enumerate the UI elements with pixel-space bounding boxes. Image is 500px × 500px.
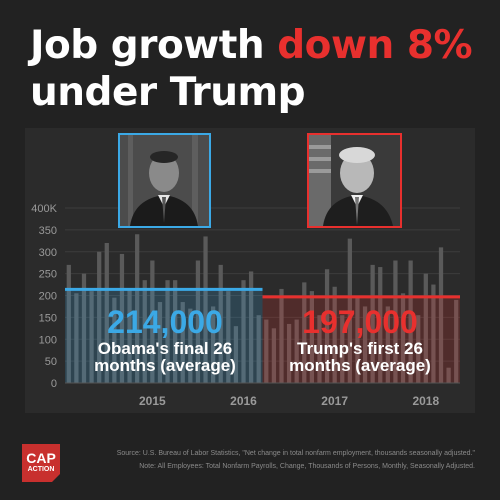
y-tick-label: 150 (39, 312, 57, 324)
portrait-photo-icon (309, 135, 400, 226)
bar (218, 264, 223, 383)
bar (89, 291, 94, 383)
bar (317, 315, 322, 383)
bar (370, 264, 375, 383)
logo-line2: ACTION (27, 466, 55, 473)
trump-portrait (307, 133, 402, 228)
obama-portrait (118, 133, 211, 228)
bar (400, 293, 406, 383)
y-tick-label: 0 (51, 378, 57, 390)
y-tick-label: 50 (45, 356, 57, 368)
x-tick-label: 2015 (139, 394, 166, 408)
cap-action-logo: CAP ACTION (22, 444, 60, 482)
bar (309, 291, 315, 383)
bar (271, 328, 277, 383)
average-region (65, 289, 263, 383)
bar (385, 306, 390, 383)
bar (324, 269, 330, 383)
source-note: Source: U.S. Bureau of Labor Statistics,… (116, 450, 475, 457)
bar (173, 280, 178, 383)
bar (248, 271, 254, 383)
bar (97, 251, 102, 383)
y-tick-label: 400K (31, 203, 57, 215)
x-tick-label: 2017 (321, 394, 348, 408)
bar (362, 306, 368, 383)
headline-highlight: down 8% (277, 23, 473, 68)
headline: Job growth down 8% under Trump (30, 22, 473, 116)
bar (423, 273, 428, 383)
bar (74, 293, 79, 383)
y-tick-label: 350 (39, 225, 57, 237)
bar (294, 319, 299, 383)
trump-caption-line2: months (average) (289, 356, 431, 375)
obama-average-value: 214,000 (107, 304, 223, 340)
obama-caption-line2: months (average) (94, 356, 236, 375)
bar (279, 288, 284, 383)
bar (446, 367, 451, 383)
y-tick-label: 100 (39, 334, 57, 346)
bar (165, 280, 170, 383)
bar (66, 264, 71, 383)
bar (302, 282, 307, 383)
headline-text: Job growth (30, 23, 278, 68)
bar (203, 236, 208, 383)
bar (135, 234, 140, 383)
bar (286, 323, 292, 383)
bar (454, 299, 459, 383)
bar (210, 306, 216, 383)
methodology-note: Note: All Employees: Total Nonfarm Payro… (139, 463, 475, 470)
trump-average-value: 197,000 (302, 304, 418, 340)
trump-caption-line1: Trump's first 26 (297, 339, 423, 358)
y-tick-label: 200 (39, 291, 57, 303)
average-region (262, 296, 460, 383)
bar (112, 297, 117, 383)
bar (378, 267, 383, 383)
bar (157, 302, 163, 383)
bar (347, 238, 352, 383)
bar (150, 260, 155, 383)
bar (180, 302, 185, 383)
bar (119, 253, 125, 383)
bar (264, 319, 269, 383)
bar (256, 315, 261, 383)
bar (233, 326, 239, 383)
bar (340, 315, 345, 383)
bar (127, 288, 132, 383)
bar-chart: 0 50 100 150 200 250 300 350 400K 2015 2016 2017 201… (31, 203, 460, 408)
bar (241, 280, 246, 383)
bar (81, 273, 87, 383)
bar (416, 315, 421, 383)
bar (104, 243, 109, 383)
bar (188, 308, 193, 383)
bar (332, 286, 337, 383)
obama-caption-line1: Obama's final 26 (97, 339, 233, 358)
bar (195, 260, 201, 383)
bar (431, 284, 436, 383)
bar (142, 280, 147, 383)
bar (438, 247, 444, 383)
y-tick-label: 250 (39, 269, 57, 281)
headline-text-line2: under Trump (30, 70, 306, 115)
bar (226, 291, 231, 383)
logo-line1: CAP (26, 450, 56, 466)
x-tick-label: 2018 (412, 394, 439, 408)
y-tick-label: 300 (39, 247, 57, 259)
bar (355, 297, 360, 383)
portrait-photo-icon (120, 135, 209, 226)
bar (393, 260, 398, 383)
bar (408, 260, 413, 383)
logo-badge-icon (22, 444, 60, 482)
x-tick-label: 2016 (230, 394, 257, 408)
